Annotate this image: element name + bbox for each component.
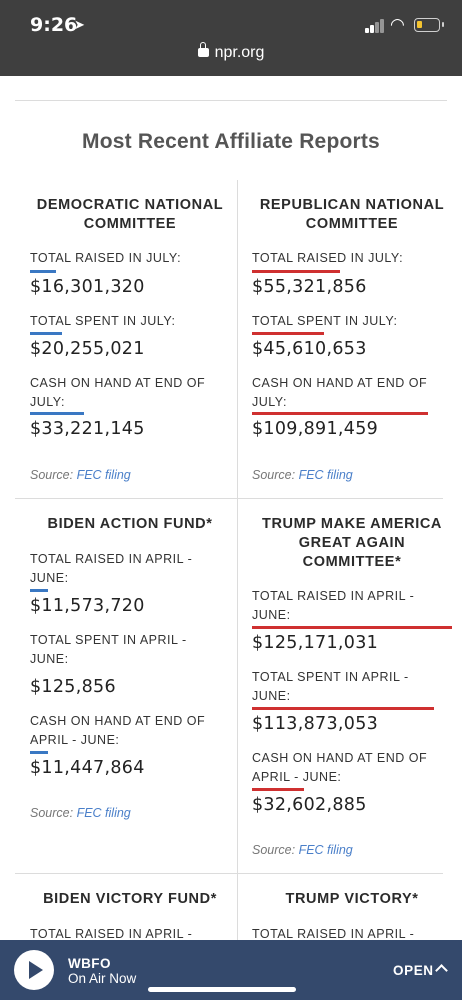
cash-value: $33,221,145 [30,419,145,439]
row-divider [15,498,443,499]
fec-filing-link[interactable]: FEC filing [76,468,131,482]
cash-label: CASH ON HAND AT END OF APRIL - JUNE: [30,714,206,747]
column-divider [237,180,238,498]
committee-name: BIDEN VICTORY FUND* [43,891,217,907]
open-player-button[interactable]: OPEN [393,963,434,978]
cash-label: CASH ON HAND AT END OF JULY: [252,376,428,409]
cash-bar [30,751,48,754]
spent-label: TOTAL SPENT IN JULY: [30,314,176,328]
browser-top-bar: 9:26 ➤ ◠ npr.org [0,0,462,76]
committee-name: TRUMP MAKE AMERICA GREAT AGAIN COMMITTEE… [262,516,442,570]
cash-bar [30,412,84,415]
source-prefix: Source: [30,806,74,820]
source-note: Source: FEC filing [30,468,131,482]
status-time: 9:26 [30,14,78,36]
chevron-up-icon[interactable] [435,964,448,977]
committee-name: BIDEN ACTION FUND* [47,516,213,532]
url-text: npr.org [214,44,265,61]
spent-value: $113,873,053 [252,714,379,734]
raised-label: TOTAL RAISED IN APRIL - [30,927,193,941]
cash-value: $109,891,459 [252,419,379,439]
source-note: Source: FEC filing [252,468,353,482]
page-title: Most Recent Affiliate Reports [82,130,380,153]
spent-value: $45,610,653 [252,339,367,359]
spent-label: TOTAL SPENT IN APRIL - JUNE: [30,633,187,666]
committee-name: TRUMP VICTORY* [285,891,419,907]
raised-bar [252,270,340,273]
raised-value: $55,321,856 [252,277,367,297]
fec-filing-link[interactable]: FEC filing [76,806,131,820]
spent-bar [30,332,62,335]
raised-label: TOTAL RAISED IN APRIL - [252,927,415,941]
spent-value: $125,856 [30,677,116,697]
on-air-status: On Air Now [68,971,137,986]
spent-bar [252,707,434,710]
fec-filing-link[interactable]: FEC filing [298,468,353,482]
spent-label: TOTAL SPENT IN JULY: [252,314,398,328]
raised-value: $16,301,320 [30,277,145,297]
play-button[interactable] [14,950,54,990]
location-arrow-icon: ➤ [74,17,85,32]
column-divider [237,498,238,873]
raised-bar [30,589,48,592]
raised-value: $125,171,031 [252,633,379,653]
source-note: Source: FEC filing [30,806,131,820]
cash-label: CASH ON HAND AT END OF JULY: [30,376,206,409]
raised-label: TOTAL RAISED IN JULY: [252,251,404,265]
spent-value: $20,255,021 [30,339,145,359]
raised-label: TOTAL RAISED IN APRIL - JUNE: [252,589,415,622]
cash-value: $32,602,885 [252,795,367,815]
fec-filing-link[interactable]: FEC filing [298,843,353,857]
home-indicator [148,987,296,992]
row-divider [15,873,443,874]
source-prefix: Source: [252,468,296,482]
cash-bar [252,412,428,415]
source-note: Source: FEC filing [252,843,353,857]
cellular-signal-icon [365,19,385,33]
spent-bar [252,332,324,335]
wifi-icon: ◠ [390,15,405,34]
committee-name: DEMOCRATIC NATIONAL COMMITTEE [36,197,224,232]
cash-value: $11,447,864 [30,758,145,778]
divider [15,100,447,101]
source-prefix: Source: [30,468,74,482]
battery-icon [414,18,444,32]
cash-label: CASH ON HAND AT END OF APRIL - JUNE: [252,751,428,784]
cash-bar [252,788,304,791]
raised-label: TOTAL RAISED IN APRIL - JUNE: [30,552,193,585]
source-prefix: Source: [252,843,296,857]
spent-label: TOTAL SPENT IN APRIL - JUNE: [252,670,409,703]
raised-bar [252,626,452,629]
station-name: WBFO [68,956,111,971]
raised-label: TOTAL RAISED IN JULY: [30,251,182,265]
raised-value: $11,573,720 [30,596,145,616]
raised-bar [30,270,56,273]
column-divider [237,873,238,943]
address-bar[interactable]: npr.org [0,42,462,62]
committee-name: REPUBLICAN NATIONAL COMMITTEE [259,197,445,232]
lock-icon [197,42,209,57]
